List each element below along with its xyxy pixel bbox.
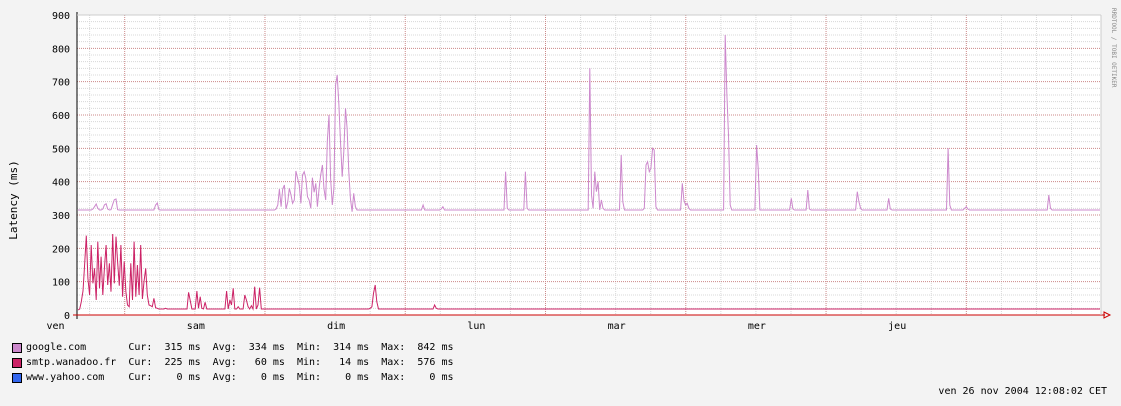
y-tick-label: 200 — [52, 244, 70, 255]
y-tick-label: 300 — [52, 211, 70, 222]
x-tick-label: dim — [327, 321, 345, 332]
legend-min: Min: 314 ms — [296, 342, 382, 353]
legend-swatch — [12, 342, 22, 353]
x-tick-label: mar — [608, 321, 626, 332]
grid-lines: 0 100 200 300 400 500 600 700 800 900 ven sam dim lun… — [47, 11, 1101, 332]
x-tick-label: jeu — [888, 321, 906, 332]
legend-avg: Avg: 60 ms — [212, 357, 297, 368]
legend-max: Max: 0 ms — [381, 372, 466, 383]
timestamp: ven 26 nov 2004 12:08:02 CET — [938, 386, 1107, 397]
series-layer — [77, 34, 1100, 311]
y-tick-label: 400 — [52, 178, 70, 189]
legend-max: Max: 842 ms — [381, 342, 466, 353]
legend: google.com Cur: 315 ms Avg: 334 ms Min: … — [12, 340, 466, 385]
legend-row: www.yahoo.com Cur: 0 ms Avg: 0 ms Min: 0… — [12, 370, 466, 385]
legend-swatch — [12, 372, 22, 383]
legend-cur: Cur: 225 ms — [128, 357, 213, 368]
legend-avg: Avg: 334 ms — [212, 342, 297, 353]
legend-max: Max: 576 ms — [381, 357, 466, 368]
x-axis-arrow — [1103, 311, 1112, 319]
y-tick-label: 0 — [64, 311, 70, 322]
y-tick-label: 700 — [52, 78, 70, 89]
y-tick-label: 900 — [52, 11, 70, 22]
y-tick-label: 600 — [52, 111, 70, 122]
y-tick-label: 800 — [52, 44, 70, 55]
series-line-0 — [78, 34, 1100, 212]
legend-row: google.com Cur: 315 ms Avg: 334 ms Min: … — [12, 340, 466, 355]
legend-row: smtp.wanadoo.fr Cur: 225 ms Avg: 60 ms M… — [12, 355, 466, 370]
legend-cur: Cur: 0 ms — [128, 372, 213, 383]
series-line-1 — [77, 233, 1100, 311]
legend-host: www.yahoo.com — [26, 372, 129, 383]
axes — [73, 12, 1112, 319]
legend-min: Min: 0 ms — [296, 372, 382, 383]
legend-host: smtp.wanadoo.fr — [26, 357, 129, 368]
legend-avg: Avg: 0 ms — [212, 372, 297, 383]
x-tick-label: mer — [748, 321, 766, 332]
x-tick-label: sam — [187, 321, 205, 332]
y-tick-label: 100 — [52, 278, 70, 289]
x-tick-label: ven — [47, 321, 65, 332]
legend-swatch — [12, 357, 22, 368]
legend-min: Min: 14 ms — [296, 357, 382, 368]
y-axis-label: Latency (ms) — [7, 160, 20, 239]
y-tick-label: 500 — [52, 144, 70, 155]
rrdtool-watermark: RRDTOOL / TOBI OETIKER — [1110, 8, 1117, 88]
x-tick-label: lun — [467, 321, 485, 332]
legend-host: google.com — [26, 342, 129, 353]
legend-cur: Cur: 315 ms — [128, 342, 213, 353]
